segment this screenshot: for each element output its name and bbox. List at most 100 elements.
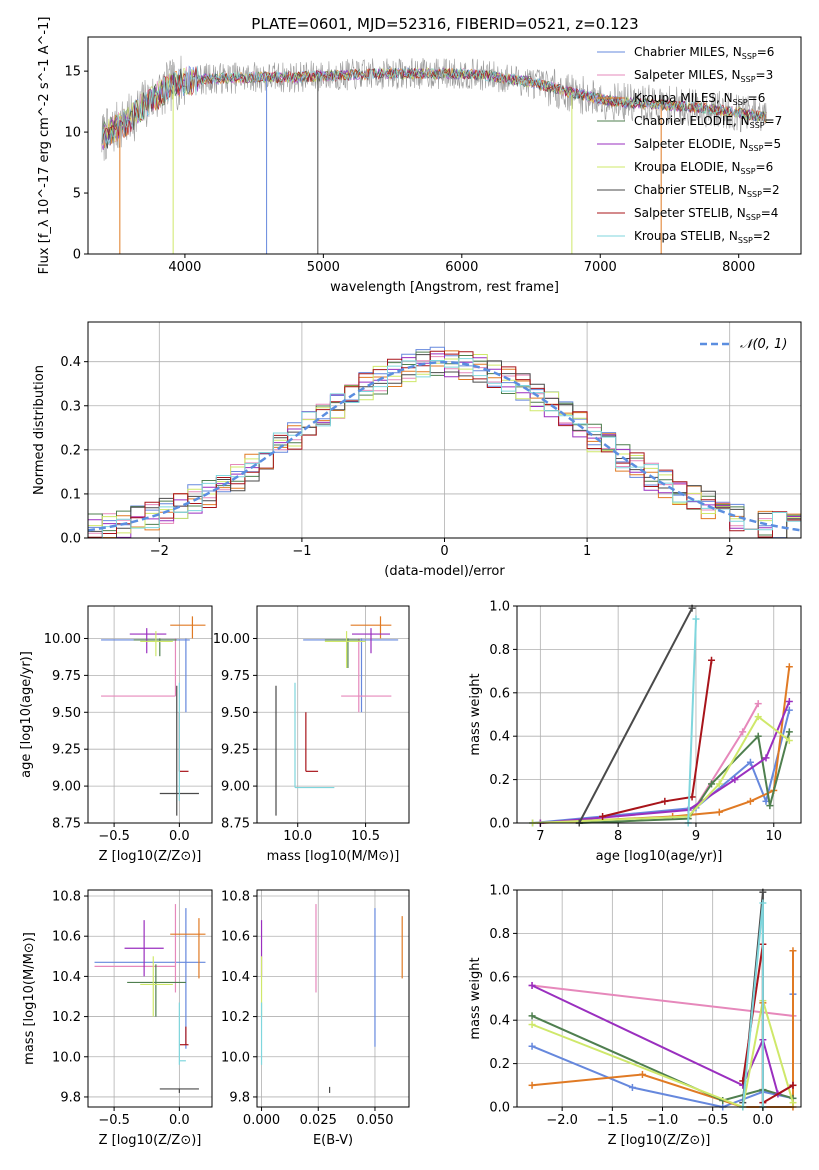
mass_vs_ebv-panel: 0.000 0.025 0.050 9.8 10.0 10.2 10.4 10.6 10.8 E(… <box>221 889 410 1148</box>
legend-label: Chabrier STELIB, NSSP=2 <box>634 183 780 199</box>
model-line-kroupa_elodie <box>101 66 767 146</box>
y-tick-label: 1.0 <box>489 884 510 899</box>
x-tick-label: −0.5 <box>98 829 130 844</box>
data-spectrum-line <box>101 55 767 161</box>
x-tick-label: −1.0 <box>647 1113 679 1128</box>
axes-frame <box>516 889 802 1108</box>
y-tick-label: 0.1 <box>60 487 81 502</box>
y-tick-label: 9.50 <box>221 706 250 721</box>
x-tick-label: 2 <box>726 544 734 559</box>
y-tick-label: 10.4 <box>52 970 81 985</box>
weight-line-chabrier_elodie <box>579 731 791 824</box>
y-axis-label: mass [log10(M/M⊙)] <box>22 932 37 1065</box>
x-axis-label: Z [log10(Z/Z⊙)] <box>608 1133 711 1148</box>
legend-label: 𝒩(0, 1) <box>740 337 787 352</box>
x-tick-label: 10 <box>765 829 782 844</box>
legend-label-tail: =4 <box>761 206 779 220</box>
x-tick-label: 5000 <box>307 260 340 275</box>
y-tick-label: 9.75 <box>52 669 81 684</box>
y-axis-label: age [log10(age/yr)] <box>19 651 34 778</box>
y-tick-label: 10.8 <box>52 890 81 905</box>
axes-frame <box>87 889 213 1108</box>
x-tick-label: 7000 <box>584 260 617 275</box>
x-tick-label: 10.0 <box>283 829 312 844</box>
x-tick-label: 0.0 <box>169 1113 190 1128</box>
legend-label: Salpeter MILES, NSSP=3 <box>634 68 773 84</box>
legend-label: Chabrier MILES, NSSP=6 <box>634 45 774 61</box>
y-axis-label: mass weight <box>468 673 483 755</box>
y-tick-label: 10 <box>64 126 81 141</box>
weight-line-chabrier_stelib <box>578 607 693 824</box>
model-line-salpeter_elodie <box>101 67 767 150</box>
residuals-panel: −2 −1 0 1 2 0.0 0.1 0.2 0.3 0.4 (data-model)/error… <box>32 321 802 579</box>
x-axis-label: (data-model)/error <box>384 564 505 579</box>
legend-label-sub: SSP <box>741 167 756 176</box>
x-tick-label: 7 <box>536 829 544 844</box>
spectrum-panel: 4000 5000 6000 7000 8000 0 5 10 15 wavelength [An… <box>37 17 802 295</box>
x-tick-label: 0.000 <box>243 1113 280 1128</box>
axes-frame <box>516 605 802 824</box>
weight_vs_age-panel: 7 8 9 10 0.0 0.2 0.4 0.6 0.8 1.0 age [log10(age/yr… <box>468 600 802 864</box>
x-axis-label: mass [log10(M/M⊙)] <box>267 849 400 864</box>
x-tick-label: −0.5 <box>697 1113 729 1128</box>
legend-label-tail: =2 <box>753 229 771 243</box>
y-tick-label: 0.3 <box>60 399 81 414</box>
legend-label-sub: SSP <box>746 213 761 222</box>
y-tick-label: 10.0 <box>221 1050 250 1065</box>
spectrum-lines <box>101 55 767 254</box>
x-tick-label: 0.025 <box>300 1113 337 1128</box>
y-tick-label: 9.25 <box>221 743 250 758</box>
legend-label: Salpeter STELIB, NSSP=4 <box>634 206 778 222</box>
y-tick-label: 0.4 <box>489 1014 510 1029</box>
mass_vs_Z-panel: −0.5 0.0 9.8 10.0 10.2 10.4 10.6 10.8 Z [log10(Z… <box>22 889 213 1148</box>
y-tick-label: 0.8 <box>489 927 510 942</box>
legend-label-sub: SSP <box>733 98 748 107</box>
axes-frame <box>87 605 213 824</box>
y-tick-label: 0.6 <box>489 970 510 985</box>
age_vs_Z-panel: −0.5 0.0 8.75 9.00 9.25 9.50 9.75 10.00 Z [log10… <box>19 605 213 864</box>
y-tick-label: 10.4 <box>221 970 250 985</box>
model-line-kroupa_stelib <box>101 65 767 145</box>
legend-label-sub: SSP <box>741 75 756 84</box>
x-tick-label: 4000 <box>168 260 201 275</box>
x-tick-label: −2.0 <box>546 1113 578 1128</box>
y-tick-label: 1.0 <box>489 600 510 615</box>
y-tick-label: 10.00 <box>213 632 250 647</box>
y-axis-label: Flux [f_λ 10^-17 erg cm^-2 s^-1 A^-1] <box>37 17 52 275</box>
x-tick-label: 6000 <box>445 260 478 275</box>
legend-label: Chabrier ELODIE, NSSP=7 <box>634 114 782 130</box>
x-tick-label: −1.5 <box>597 1113 629 1128</box>
legend-label-tail: =5 <box>763 137 781 151</box>
x-axis-label: Z [log10(Z/Z⊙)] <box>99 849 202 864</box>
y-tick-label: 5 <box>73 187 81 202</box>
y-tick-label: 10.6 <box>221 930 250 945</box>
legend-label: Kroupa ELODIE, NSSP=6 <box>634 160 773 176</box>
y-tick-label: 0.0 <box>489 1101 510 1116</box>
axes-frame <box>256 605 410 824</box>
legend-label-sub: SSP <box>747 190 762 199</box>
x-tick-label: 8 <box>614 829 622 844</box>
y-tick-label: 0.0 <box>489 817 510 832</box>
x-tick-label: 10.5 <box>351 829 380 844</box>
y-tick-label: 9.25 <box>52 743 81 758</box>
y-tick-label: 0.8 <box>489 643 510 658</box>
weight-line-kroupa_elodie <box>531 1000 794 1109</box>
y-tick-label: 9.00 <box>52 780 81 795</box>
model-line-chabrier_stelib <box>101 67 767 149</box>
histograms <box>88 346 801 538</box>
legend-label-tail: =7 <box>765 114 783 128</box>
weight-line-salpeter_miles <box>531 984 794 1017</box>
x-tick-label: 0.0 <box>169 829 190 844</box>
y-tick-label: 0.2 <box>60 443 81 458</box>
weight-line-salpeter_stelib <box>602 660 713 818</box>
x-axis-label: wavelength [Angstrom, rest frame] <box>330 280 559 295</box>
y-tick-label: 15 <box>64 65 81 80</box>
y-tick-label: 10.8 <box>221 890 250 905</box>
legend-label-sub: SSP <box>750 121 765 130</box>
y-tick-label: 9.75 <box>221 669 250 684</box>
x-tick-label: 1 <box>583 544 591 559</box>
legend-label-tail: =2 <box>762 183 780 197</box>
legend-label-tail: =6 <box>756 160 774 174</box>
legend-label-tail: =6 <box>757 45 775 59</box>
